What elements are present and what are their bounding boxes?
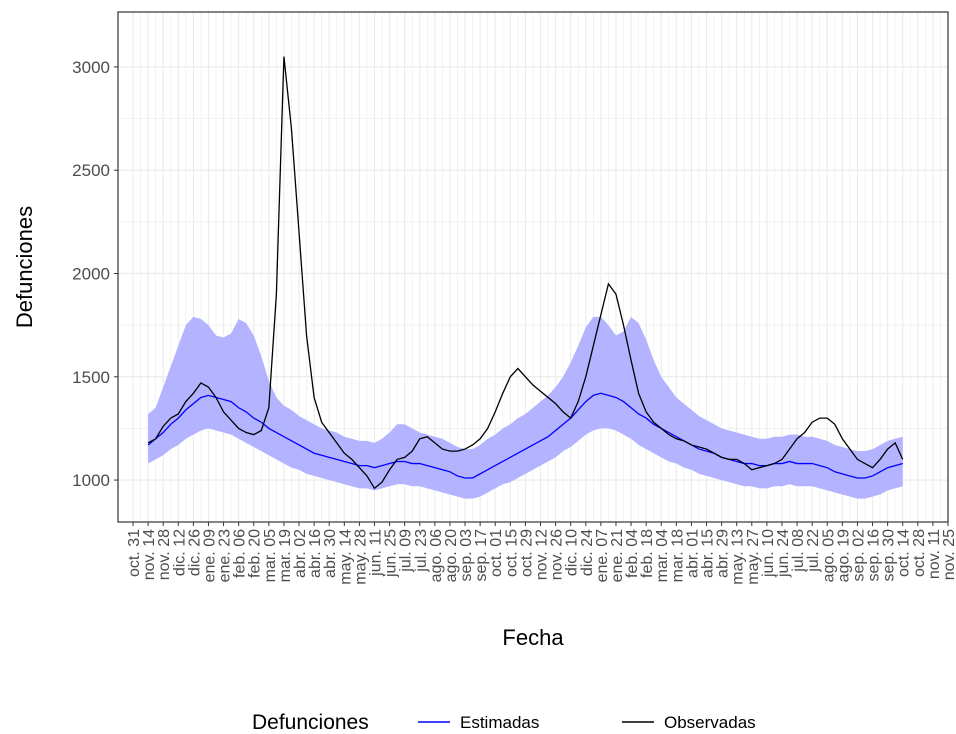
x-tick-label: nov. 14 (141, 529, 158, 580)
x-tick-label: may. 14 (337, 529, 354, 585)
x-tick-label: oct. 31 (126, 529, 143, 577)
x-tick-label: dic. 10 (564, 529, 581, 576)
x-tick-label: jul. 23 (413, 529, 430, 573)
legend-title: Defunciones (252, 711, 369, 734)
x-tick-label: mar. 19 (277, 529, 294, 582)
y-axis-title: Defunciones (12, 206, 37, 328)
y-tick-label: 1500 (72, 368, 110, 387)
x-tick-label: mar. 04 (654, 529, 671, 582)
x-tick-label: dic. 24 (579, 529, 596, 576)
x-tick-label: sep. 16 (866, 529, 883, 582)
x-tick-label: oct. 14 (896, 529, 913, 577)
x-tick-label: jun. 24 (775, 529, 792, 578)
x-tick-label: feb. 20 (247, 529, 264, 578)
x-tick-label: abr. 15 (700, 529, 717, 578)
x-tick-label: jun. 11 (367, 529, 384, 577)
x-tick-label: ago. 06 (428, 529, 445, 582)
x-tick-label: sep. 17 (473, 529, 490, 582)
y-tick-label: 2500 (72, 161, 110, 180)
x-tick-label: sep. 03 (458, 529, 475, 582)
line-0 (147, 392, 903, 479)
x-tick-label: may. 27 (745, 529, 762, 585)
plot-border (117, 11, 949, 523)
x-tick-label: ago. 19 (835, 529, 852, 582)
x-axis-title: Fecha (502, 625, 564, 650)
x-tick-label: feb. 18 (639, 529, 656, 578)
x-tick-label: may. 13 (730, 529, 747, 585)
x-tick-label: sep. 02 (850, 529, 867, 582)
x-tick-label: jul. 08 (790, 529, 807, 573)
legend-label: Observadas (664, 713, 756, 732)
x-tick-label: abr. 16 (307, 529, 324, 578)
x-tick-label: jul. 22 (805, 529, 822, 573)
x-tick-label: feb. 06 (232, 529, 249, 578)
x-tick-label: may. 28 (352, 529, 369, 585)
x-tick-label: ene. 23 (217, 529, 234, 582)
legend-label: Estimadas (460, 713, 539, 732)
x-tick-label: mar. 05 (262, 529, 279, 582)
x-tick-label: oct. 15 (503, 529, 520, 577)
x-tick-label: oct. 01 (488, 529, 505, 577)
x-tick-label: dic. 12 (171, 529, 188, 576)
line-1 (147, 56, 904, 490)
x-tick-label: dic. 26 (186, 529, 203, 576)
x-tick-label: oct. 29 (518, 529, 535, 577)
x-tick-label: jun. 10 (760, 529, 777, 578)
x-tick-label: sep. 30 (881, 529, 898, 582)
x-tick-label: abr. 01 (684, 529, 701, 578)
x-tick-label: ago. 20 (443, 529, 460, 582)
x-tick-label: ene. 09 (201, 529, 218, 582)
x-tick-label: abr. 02 (292, 529, 309, 578)
x-tick-label: jun. 25 (383, 529, 400, 578)
x-tick-label: jul. 09 (398, 529, 415, 573)
x-tick-label: nov. 11 (926, 529, 943, 579)
x-tick-label: oct. 28 (911, 529, 928, 577)
x-tick-label: abr. 29 (715, 529, 732, 578)
x-tick-label: nov. 12 (534, 529, 551, 580)
x-tick-label: feb. 04 (624, 529, 641, 578)
x-tick-label: abr. 30 (322, 529, 339, 578)
y-tick-label: 2000 (72, 265, 110, 284)
y-tick-label: 1000 (72, 471, 110, 490)
x-tick-label: mar. 18 (669, 529, 686, 582)
x-tick-label: ago. 05 (820, 529, 837, 582)
x-tick-label: nov. 25 (941, 529, 956, 580)
y-tick-label: 3000 (72, 58, 110, 77)
x-tick-label: ene. 07 (594, 529, 611, 582)
x-tick-label: nov. 26 (549, 529, 566, 580)
x-tick-label: ene. 21 (609, 529, 626, 582)
x-tick-label: nov. 28 (156, 529, 173, 580)
